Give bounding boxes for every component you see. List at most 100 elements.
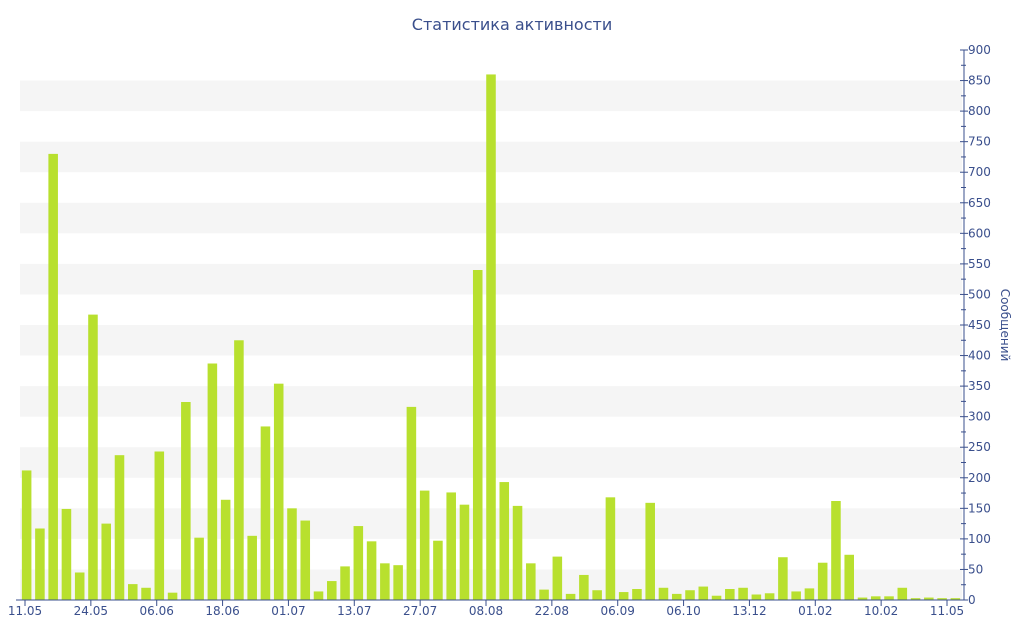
x-axis: 11.05 24.05 06.06 18.06 01.07 13.07 27.07 08.08… xyxy=(8,599,964,618)
bar[interactable] xyxy=(526,563,536,600)
bar[interactable] xyxy=(738,587,748,600)
bar[interactable] xyxy=(207,363,218,601)
y-tick-label: 550 xyxy=(968,257,991,271)
bar[interactable] xyxy=(844,554,854,600)
bar[interactable] xyxy=(154,451,165,601)
y-tick-label: 50 xyxy=(968,562,983,576)
bar[interactable] xyxy=(817,562,828,600)
y-tick-label: 700 xyxy=(968,165,991,179)
bar[interactable] xyxy=(671,593,682,600)
y-tick-label: 800 xyxy=(968,104,991,118)
y-tick-label: 650 xyxy=(968,196,991,210)
x-tick-label: 01.07 xyxy=(271,604,305,618)
bar[interactable] xyxy=(486,74,496,600)
bar[interactable] xyxy=(472,270,483,600)
bar[interactable] xyxy=(194,537,204,600)
bar[interactable] xyxy=(446,492,456,600)
x-tick-label: 24.05 xyxy=(74,604,108,618)
bar[interactable] xyxy=(791,591,801,600)
bar[interactable] xyxy=(618,592,629,600)
bar[interactable] xyxy=(433,540,443,600)
bar[interactable] xyxy=(35,528,45,601)
bar[interactable] xyxy=(725,589,735,600)
x-tick-label: 10.02 xyxy=(864,604,898,618)
bar[interactable] xyxy=(658,587,669,600)
y-tick-label: 900 xyxy=(968,43,991,57)
bar[interactable] xyxy=(114,455,125,600)
bar[interactable] xyxy=(247,535,257,600)
x-tick-label: 11.05 xyxy=(930,604,964,618)
bar[interactable] xyxy=(48,153,58,600)
bar[interactable] xyxy=(711,595,722,600)
bar[interactable] xyxy=(74,572,85,601)
bar[interactable] xyxy=(685,590,695,600)
bar[interactable] xyxy=(260,426,271,600)
bar[interactable] xyxy=(950,598,961,600)
bar[interactable] xyxy=(313,591,324,600)
bar[interactable] xyxy=(552,556,563,600)
bar[interactable] xyxy=(831,501,841,600)
bar[interactable] xyxy=(406,406,417,600)
bar[interactable] xyxy=(300,520,311,600)
bar[interactable] xyxy=(751,594,762,601)
bar[interactable] xyxy=(101,523,112,600)
y-tick-label: 100 xyxy=(968,532,991,546)
bar[interactable] xyxy=(645,502,655,600)
y-tick-label: 200 xyxy=(968,471,991,485)
x-tick-label: 01.02 xyxy=(798,604,832,618)
bar[interactable] xyxy=(924,597,934,600)
bar[interactable] xyxy=(61,508,72,600)
bar[interactable] xyxy=(592,590,602,600)
bar[interactable] xyxy=(764,593,775,600)
x-tick-label: 18.06 xyxy=(205,604,239,618)
bar[interactable] xyxy=(234,340,244,600)
bar[interactable] xyxy=(698,586,709,600)
bar[interactable] xyxy=(605,497,616,600)
bar[interactable] xyxy=(937,598,947,600)
x-tick-label: 06.06 xyxy=(140,604,174,618)
bar[interactable] xyxy=(393,565,403,600)
bar[interactable] xyxy=(88,314,98,600)
x-tick-label: 11.05 xyxy=(8,604,42,618)
bar[interactable] xyxy=(21,470,32,600)
y-tick-label: 350 xyxy=(968,379,991,393)
bar[interactable] xyxy=(273,383,284,600)
y-tick-label: 0 xyxy=(968,593,976,607)
bar[interactable] xyxy=(579,574,589,600)
bar[interactable] xyxy=(366,541,377,600)
y-tick-label: 300 xyxy=(968,410,991,424)
bar[interactable] xyxy=(565,593,576,600)
y-tick-label: 500 xyxy=(968,287,991,301)
bar[interactable] xyxy=(870,596,881,600)
bar[interactable] xyxy=(632,589,642,600)
bar[interactable] xyxy=(167,592,178,600)
bar[interactable] xyxy=(340,566,350,600)
bar[interactable] xyxy=(910,598,921,600)
y-tick-label: 400 xyxy=(968,349,991,363)
bar[interactable] xyxy=(897,587,908,600)
x-tick-label: 22.08 xyxy=(535,604,569,618)
y-axis-title: Сообщений xyxy=(998,289,1012,362)
bar[interactable] xyxy=(539,589,549,600)
x-tick-label: 06.09 xyxy=(601,604,635,618)
bar[interactable] xyxy=(804,588,815,600)
x-tick-label: 06.10 xyxy=(666,604,700,618)
chart-title: Статистика активности xyxy=(411,15,613,34)
bar[interactable] xyxy=(287,508,297,600)
bar[interactable] xyxy=(353,526,364,600)
bar[interactable] xyxy=(512,505,523,600)
bar[interactable] xyxy=(220,499,231,600)
x-tick-label: 13.12 xyxy=(732,604,766,618)
bar[interactable] xyxy=(327,581,337,600)
bar[interactable] xyxy=(380,563,390,600)
bar[interactable] xyxy=(419,490,430,600)
bar[interactable] xyxy=(141,587,151,600)
bar[interactable] xyxy=(884,596,894,600)
bar[interactable] xyxy=(459,504,470,600)
bar[interactable] xyxy=(181,402,191,600)
bar[interactable] xyxy=(499,482,510,600)
y-tick-label: 450 xyxy=(968,318,991,332)
bar[interactable] xyxy=(128,584,138,600)
bar[interactable] xyxy=(778,557,788,600)
bar[interactable] xyxy=(857,597,868,600)
